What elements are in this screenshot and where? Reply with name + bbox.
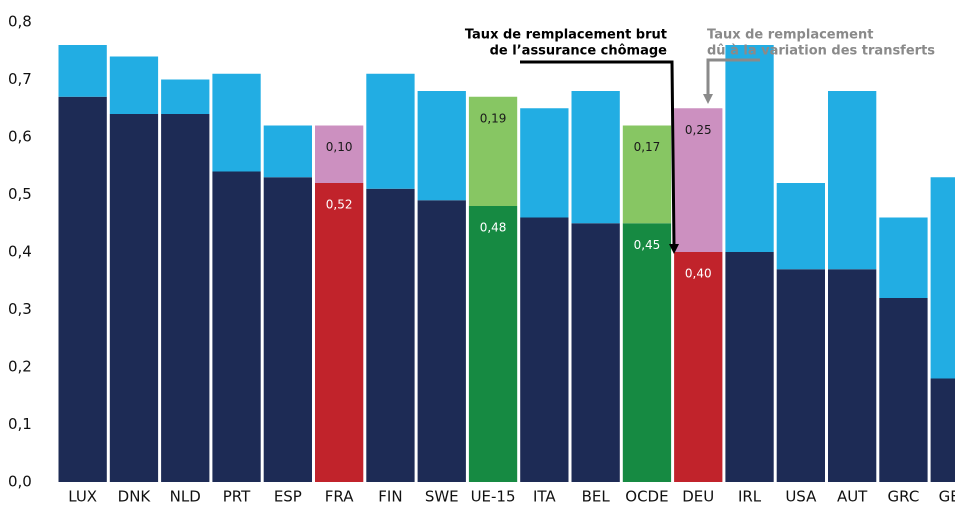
bar-segment <box>930 378 955 482</box>
bar-segment <box>468 96 518 206</box>
x-tick-label: LUX <box>68 488 97 506</box>
bar-segment <box>161 79 210 114</box>
bar-segment <box>315 125 364 183</box>
value-label: 0,10 <box>326 140 353 154</box>
bar-segment <box>263 125 312 178</box>
arrow-line <box>520 60 676 247</box>
bar-segment <box>58 45 107 97</box>
x-tick-label: USA <box>785 488 817 506</box>
arrow-head <box>669 244 679 254</box>
y-tick-label: 0,6 <box>8 128 32 146</box>
annotation: dû à la variation des transferts <box>707 44 935 59</box>
y-tick-label: 0,7 <box>8 70 32 88</box>
value-label: 0,45 <box>634 238 661 252</box>
bar-segment <box>879 298 928 482</box>
bar-segment <box>161 114 210 482</box>
x-tick-label: DNK <box>118 488 152 506</box>
y-tick-label: 0,5 <box>8 185 32 203</box>
x-tick-label: IRL <box>738 488 762 506</box>
x-tick-label: NLD <box>170 488 201 506</box>
x-tick-label: DEU <box>682 488 714 506</box>
bar-segment <box>571 91 620 224</box>
value-label: 0,19 <box>480 111 507 125</box>
value-label: 0,52 <box>326 198 353 212</box>
bar-segment <box>520 217 569 482</box>
bar-segment <box>571 223 620 482</box>
bar-segment <box>109 114 159 482</box>
bar-segment <box>674 252 723 482</box>
bar-segment <box>58 96 107 482</box>
bar-segment <box>828 91 877 270</box>
bar-segment <box>212 73 261 172</box>
bar-segment <box>674 108 723 252</box>
y-tick-label: 0,2 <box>8 358 32 376</box>
x-tick-label: SWE <box>425 488 459 506</box>
value-label: 0,25 <box>685 123 712 137</box>
bar-segment <box>725 45 774 252</box>
x-tick-label: FRA <box>325 488 354 506</box>
x-tick-label: ESP <box>274 488 302 506</box>
bar-segment <box>622 125 672 224</box>
x-tick-label: ITA <box>533 488 556 506</box>
bar-segment <box>879 217 928 298</box>
y-tick-label: 0,3 <box>8 300 32 318</box>
y-tick-label: 0,8 <box>8 13 32 31</box>
x-tick-label: FIN <box>378 488 402 506</box>
bar-segment <box>366 188 415 482</box>
x-tick-label: UE-15 <box>471 488 516 506</box>
bar-segment <box>468 206 518 482</box>
bar-segment <box>417 91 466 201</box>
annotation: de l’assurance chômage <box>490 44 668 59</box>
bar-segment <box>776 183 825 270</box>
bar-segment <box>828 269 877 482</box>
value-label: 0,40 <box>685 267 712 281</box>
x-tick-label: AUT <box>837 488 868 506</box>
bar-segment <box>366 73 415 189</box>
bar-segment <box>622 223 672 482</box>
bar-segment <box>109 56 159 114</box>
bar-segment <box>776 269 825 482</box>
bar-segment <box>725 252 774 482</box>
y-tick-label: 0,4 <box>8 243 32 261</box>
value-label: 0,17 <box>634 140 661 154</box>
bars <box>58 45 955 482</box>
y-tick-label: 0,0 <box>8 473 32 491</box>
x-tick-label: PRT <box>223 488 251 506</box>
bar-segment <box>212 171 261 482</box>
bar-segment <box>417 200 466 482</box>
annotation: Taux de remplacement <box>707 28 873 43</box>
x-tick-label: BEL <box>582 488 611 506</box>
x-tick-label: OCDE <box>625 488 668 506</box>
x-tick-label: GBR <box>939 488 955 506</box>
y-tick-label: 0,1 <box>8 415 32 433</box>
bar-segment <box>315 183 364 482</box>
bar-segment <box>263 177 312 482</box>
bar-segment <box>520 108 569 218</box>
bar-segment <box>930 177 955 379</box>
annotation: Taux de remplacement brut <box>465 28 667 43</box>
arrow-line <box>706 58 760 96</box>
value-label: 0,48 <box>480 221 507 235</box>
x-tick-label: GRC <box>888 488 920 506</box>
arrow-head <box>703 94 713 104</box>
